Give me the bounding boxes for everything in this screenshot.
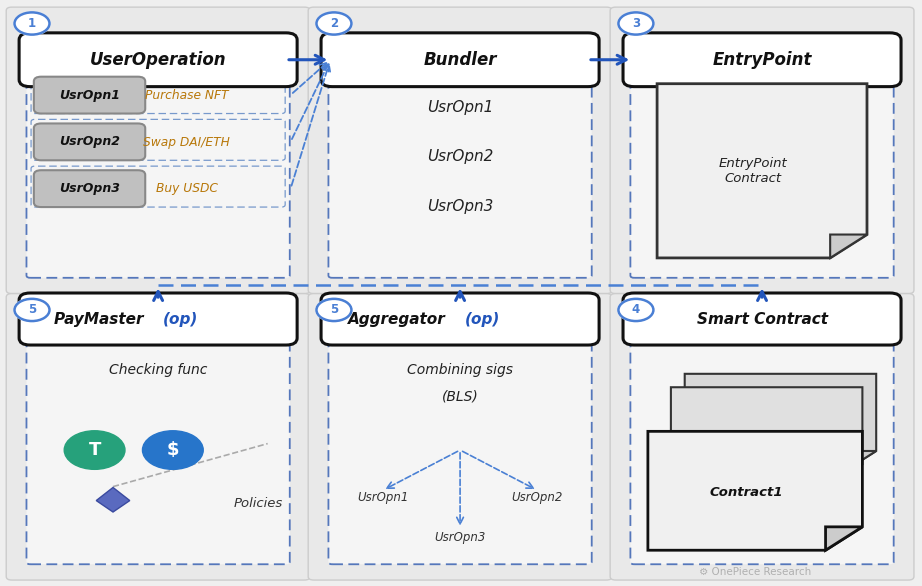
Text: Checking func: Checking func <box>109 363 207 377</box>
Circle shape <box>15 299 50 321</box>
Polygon shape <box>671 387 862 483</box>
FancyBboxPatch shape <box>308 7 612 294</box>
FancyBboxPatch shape <box>27 345 290 564</box>
FancyBboxPatch shape <box>328 64 592 278</box>
FancyBboxPatch shape <box>19 293 297 345</box>
Text: Contract1: Contract1 <box>709 486 783 499</box>
Text: 5: 5 <box>28 304 36 316</box>
Text: UsrOpn1: UsrOpn1 <box>357 491 408 504</box>
Text: UsrOpn1: UsrOpn1 <box>59 88 120 101</box>
Text: Bundler: Bundler <box>423 51 497 69</box>
FancyBboxPatch shape <box>623 293 901 345</box>
Text: UsrOpn3: UsrOpn3 <box>427 199 493 214</box>
Text: 1: 1 <box>28 17 36 30</box>
Circle shape <box>65 431 125 469</box>
FancyBboxPatch shape <box>631 64 893 278</box>
Text: T: T <box>89 441 100 459</box>
Text: Swap DAI/ETH: Swap DAI/ETH <box>143 136 230 149</box>
FancyBboxPatch shape <box>34 170 146 207</box>
FancyBboxPatch shape <box>610 7 914 294</box>
FancyBboxPatch shape <box>328 345 592 564</box>
Text: (op): (op) <box>465 312 500 326</box>
Text: Purchase NFT: Purchase NFT <box>145 89 229 102</box>
FancyBboxPatch shape <box>610 294 914 580</box>
FancyBboxPatch shape <box>6 294 310 580</box>
Text: EntryPoint
Contract: EntryPoint Contract <box>718 157 787 185</box>
Text: ⚙ OnePiece Research: ⚙ OnePiece Research <box>700 567 811 577</box>
Text: UsrOpn1: UsrOpn1 <box>427 100 493 115</box>
Text: 4: 4 <box>632 304 640 316</box>
Polygon shape <box>648 431 862 550</box>
Text: $: $ <box>167 441 179 459</box>
FancyBboxPatch shape <box>34 124 146 161</box>
Text: (BLS): (BLS) <box>442 390 479 404</box>
FancyBboxPatch shape <box>308 294 612 580</box>
Text: EntryPoint: EntryPoint <box>713 51 811 69</box>
Text: (op): (op) <box>162 312 198 326</box>
Circle shape <box>316 12 351 35</box>
Text: Buy USDC: Buy USDC <box>156 182 218 196</box>
Text: UsrOpn2: UsrOpn2 <box>427 149 493 164</box>
Text: 3: 3 <box>632 17 640 30</box>
Text: UserOperation: UserOperation <box>89 51 227 69</box>
FancyBboxPatch shape <box>321 293 599 345</box>
Text: UsrOpn2: UsrOpn2 <box>59 135 120 148</box>
FancyBboxPatch shape <box>6 7 310 294</box>
Text: PayMaster: PayMaster <box>54 312 149 326</box>
Polygon shape <box>846 451 876 470</box>
Polygon shape <box>825 527 862 550</box>
Text: Smart Contract: Smart Contract <box>696 312 828 326</box>
Polygon shape <box>657 84 867 258</box>
Text: Policies: Policies <box>234 498 283 510</box>
Polygon shape <box>833 465 862 483</box>
FancyBboxPatch shape <box>34 77 146 114</box>
Text: UsrOpn3: UsrOpn3 <box>434 531 486 544</box>
Polygon shape <box>96 488 130 512</box>
Circle shape <box>619 299 654 321</box>
Text: 5: 5 <box>330 304 338 316</box>
Text: Combining sigs: Combining sigs <box>408 363 513 377</box>
FancyBboxPatch shape <box>623 33 901 87</box>
Circle shape <box>15 12 50 35</box>
Text: UsrOpn2: UsrOpn2 <box>512 491 563 504</box>
Polygon shape <box>685 374 876 470</box>
FancyBboxPatch shape <box>19 33 297 87</box>
Text: UsrOpn3: UsrOpn3 <box>59 182 120 195</box>
Circle shape <box>619 12 654 35</box>
FancyBboxPatch shape <box>27 64 290 278</box>
Circle shape <box>143 431 203 469</box>
Polygon shape <box>830 234 867 258</box>
Text: 2: 2 <box>330 17 338 30</box>
Text: Aggregator: Aggregator <box>348 312 451 326</box>
FancyBboxPatch shape <box>631 345 893 564</box>
FancyBboxPatch shape <box>321 33 599 87</box>
Circle shape <box>316 299 351 321</box>
